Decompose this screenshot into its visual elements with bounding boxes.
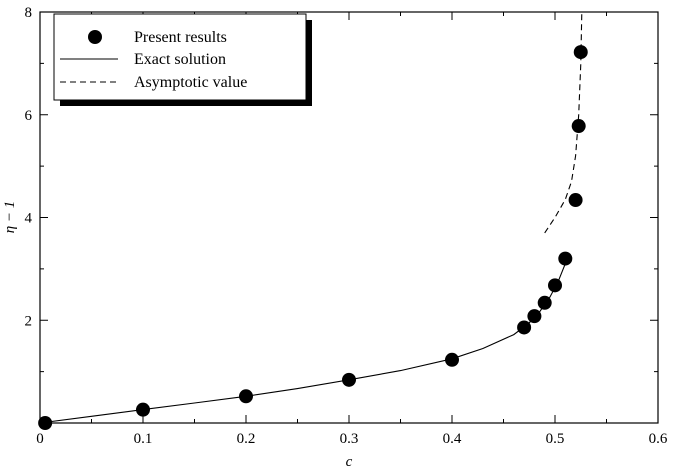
x-tick-label: 0.3 xyxy=(340,431,359,447)
present-result-point xyxy=(136,402,150,417)
legend-label-asymptotic-value: Asymptotic value xyxy=(134,74,247,91)
x-tick-label: 0.2 xyxy=(237,431,256,447)
asymptotic-value-line xyxy=(544,11,583,234)
data-series xyxy=(38,11,588,430)
y-axis: 2 4 6 8 xyxy=(25,5,658,373)
x-tick-label: 0.1 xyxy=(134,431,153,447)
present-result-point xyxy=(573,45,588,60)
present-result-point xyxy=(445,352,459,367)
present-result-point xyxy=(527,309,542,324)
y-axis-label: η − 1 xyxy=(2,201,18,234)
legend: Present results Exact solution Asymptoti… xyxy=(53,13,312,106)
x-tick-label: 0.6 xyxy=(649,431,668,447)
present-result-point xyxy=(558,251,573,266)
present-result-point xyxy=(38,416,53,430)
present-result-point xyxy=(571,119,586,134)
x-tick-label: 0.5 xyxy=(546,431,565,447)
x-tick-label: 0 xyxy=(36,431,44,447)
legend-label-present-results: Present results xyxy=(134,29,227,46)
exact-solution-line xyxy=(39,253,569,424)
present-result-point xyxy=(342,372,356,387)
present-result-point xyxy=(548,278,562,293)
x-tick-label: 0.4 xyxy=(443,431,462,447)
present-result-point xyxy=(239,389,253,404)
y-tick-label: 8 xyxy=(25,5,33,21)
legend-marker-present-results xyxy=(88,30,102,44)
present-result-point xyxy=(537,295,552,310)
x-axis: 0 0.1 0.2 0.3 0.4 0.5 0.6 xyxy=(36,12,668,447)
legend-label-exact-solution: Exact solution xyxy=(134,51,226,68)
y-tick-label: 6 xyxy=(25,108,33,124)
present-result-point xyxy=(517,320,532,335)
legend-box xyxy=(53,13,307,101)
x-axis-label: c xyxy=(346,454,353,470)
y-tick-label: 4 xyxy=(25,211,33,227)
present-result-point xyxy=(568,193,583,208)
y-tick-label: 2 xyxy=(25,313,33,329)
